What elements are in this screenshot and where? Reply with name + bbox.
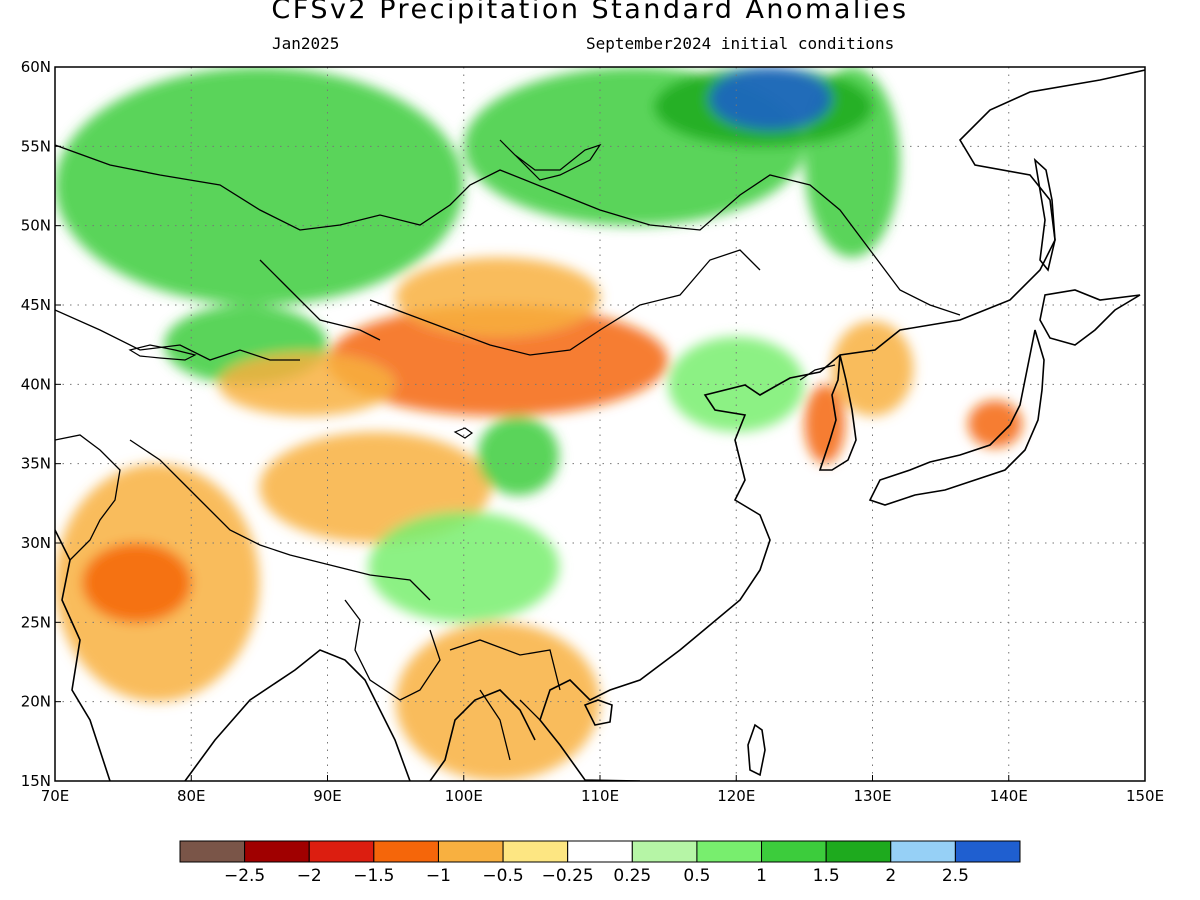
- longitude-ticks: 70E 80E 90E 100E 110E 120E 130E 140E 150E: [41, 775, 1164, 805]
- kazakhstan-china-border: [259, 259, 381, 341]
- colorbar-label: −2: [297, 866, 322, 886]
- forecast-month: Jan2025: [272, 34, 340, 53]
- lake-baikal: [499, 139, 602, 181]
- colorbar-swatch-0: [179, 840, 246, 863]
- coastlines: [55, 69, 1145, 781]
- lat-tick-label: 55N: [21, 137, 51, 155]
- lon-tick-label: 130E: [853, 787, 891, 805]
- lat-tick-label: 25N: [21, 613, 51, 631]
- colorbar-swatch-8: [696, 840, 763, 863]
- lon-tick-label: 110E: [581, 787, 619, 805]
- colorbar-swatch-6: [567, 840, 633, 863]
- taiwan: [747, 723, 766, 777]
- lon-tick-label: 90E: [313, 787, 342, 805]
- anomaly-region-7: [395, 257, 600, 337]
- anomaly-region-8: [218, 352, 396, 417]
- japan-hokkaido: [1039, 289, 1141, 346]
- japan-honshu: [868, 329, 1045, 506]
- colorbar-label: 2.5: [942, 866, 969, 886]
- colorbar-swatch-7: [631, 840, 698, 863]
- lat-tick-label: 35N: [21, 455, 51, 473]
- afghanistan-pakistan-border: [55, 434, 121, 561]
- colorbar-label: −2.5: [224, 866, 265, 886]
- korea-peninsula: [818, 354, 857, 471]
- anomaly-fields: [55, 67, 1023, 781]
- colorbar-label: −0.5: [482, 866, 523, 886]
- lon-tick-label: 150E: [1126, 787, 1164, 805]
- qinghai-lake: [453, 427, 474, 439]
- colorbar-swatch-4: [437, 840, 504, 863]
- lat-tick-label: 15N: [21, 772, 51, 790]
- lat-tick-label: 45N: [21, 296, 51, 314]
- lon-tick-label: 100E: [445, 787, 483, 805]
- anomaly-region-15: [668, 336, 805, 432]
- himalaya-border: [129, 439, 431, 601]
- anomaly-region-18: [804, 384, 846, 464]
- colorbar-swatch-12: [954, 840, 1021, 863]
- colorbar-swatch-3: [373, 840, 439, 863]
- lake-balkhash: [128, 344, 197, 361]
- anomaly-region-0: [55, 67, 464, 305]
- anomaly-region-4: [709, 67, 832, 131]
- lat-tick-label: 20N: [21, 693, 51, 711]
- colorbar-label: −1: [426, 866, 451, 886]
- lat-tick-label: 50N: [21, 217, 51, 235]
- country-borders: [55, 144, 961, 761]
- india-myanmar-border: [344, 599, 441, 701]
- russia-border: [55, 144, 961, 316]
- colorbar-label: 2: [885, 866, 896, 886]
- anomaly-region-13: [477, 416, 560, 496]
- colorbar-swatches: [179, 840, 1021, 863]
- colorbar-swatch-2: [308, 840, 375, 863]
- colorbar: −2.5 −2 −1.5 −1 −0.5 −0.25 0.25 0.5 1 1.5 2 2.5: [179, 840, 1021, 886]
- colorbar-label: 0.5: [683, 866, 710, 886]
- lat-tick-label: 60N: [21, 58, 51, 76]
- hainan: [583, 699, 613, 726]
- lon-tick-label: 80E: [177, 787, 206, 805]
- colorbar-swatch-1: [244, 840, 310, 863]
- map-plot-area: [55, 67, 1145, 781]
- lon-tick-label: 120E: [717, 787, 755, 805]
- colorbar-swatch-5: [502, 840, 569, 863]
- colorbar-swatch-10: [825, 840, 892, 863]
- colorbar-labels: −2.5 −2 −1.5 −1 −0.5 −0.25 0.25 0.5 1 1.5 2 2.5: [224, 866, 969, 886]
- colorbar-label: −1.5: [353, 866, 394, 886]
- central-asia-borders: [55, 309, 300, 361]
- chart-title: CFSv2 Precipitation Standard Anomalies: [271, 0, 909, 25]
- mongolia-china-border: [369, 249, 761, 356]
- colorbar-label: −0.25: [542, 866, 594, 886]
- anomaly-region-6: [327, 305, 669, 417]
- indochina-coast: [429, 689, 536, 781]
- lat-tick-label: 30N: [21, 534, 51, 552]
- latitude-ticks: 15N 20N 25N 30N 35N 40N 45N 50N 55N 60N: [21, 58, 61, 790]
- lon-tick-label: 70E: [41, 787, 70, 805]
- colorbar-swatch-11: [890, 840, 956, 863]
- colorbar-label: 1: [756, 866, 767, 886]
- anomaly-region-10: [82, 543, 192, 623]
- anomaly-region-12: [368, 511, 560, 623]
- lon-tick-label: 140E: [990, 787, 1028, 805]
- lat-tick-label: 40N: [21, 375, 51, 393]
- southeast-asia-borders: [449, 639, 561, 761]
- lakes: [128, 139, 602, 439]
- colorbar-label: 1.5: [813, 866, 840, 886]
- sakhalin: [1033, 157, 1056, 272]
- bay-of-bengal: [184, 649, 411, 781]
- initial-conditions: September2024 initial conditions: [586, 34, 895, 53]
- colorbar-swatch-9: [761, 840, 827, 863]
- colorbar-label: 0.25: [613, 866, 651, 886]
- north-korea-border: [799, 364, 836, 381]
